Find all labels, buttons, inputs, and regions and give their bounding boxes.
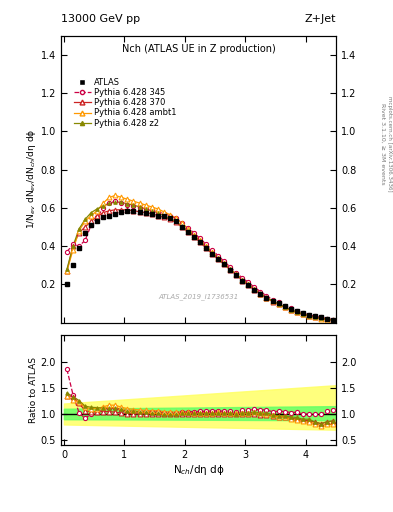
Text: Z+Jet: Z+Jet (305, 14, 336, 25)
Legend: ATLAS, Pythia 6.428 345, Pythia 6.428 370, Pythia 6.428 ambt1, Pythia 6.428 z2: ATLAS, Pythia 6.428 345, Pythia 6.428 37… (71, 74, 180, 131)
Y-axis label: Ratio to ATLAS: Ratio to ATLAS (29, 357, 38, 423)
Text: Nch (ATLAS UE in Z production): Nch (ATLAS UE in Z production) (121, 45, 275, 54)
Y-axis label: 1/N$_{ev}$ dN$_{ev}$/dN$_{ch}$/dη dϕ: 1/N$_{ev}$ dN$_{ev}$/dN$_{ch}$/dη dϕ (25, 129, 38, 229)
Text: ATLAS_2019_I1736531: ATLAS_2019_I1736531 (158, 293, 239, 300)
Text: mcplots.cern.ch [arXiv:1306.3436]: mcplots.cern.ch [arXiv:1306.3436] (387, 96, 391, 191)
X-axis label: N$_{ch}$/dη dϕ: N$_{ch}$/dη dϕ (173, 463, 224, 477)
Text: Rivet 3.1.10, ≥ 3M events: Rivet 3.1.10, ≥ 3M events (381, 102, 386, 184)
Text: 13000 GeV pp: 13000 GeV pp (61, 14, 140, 25)
